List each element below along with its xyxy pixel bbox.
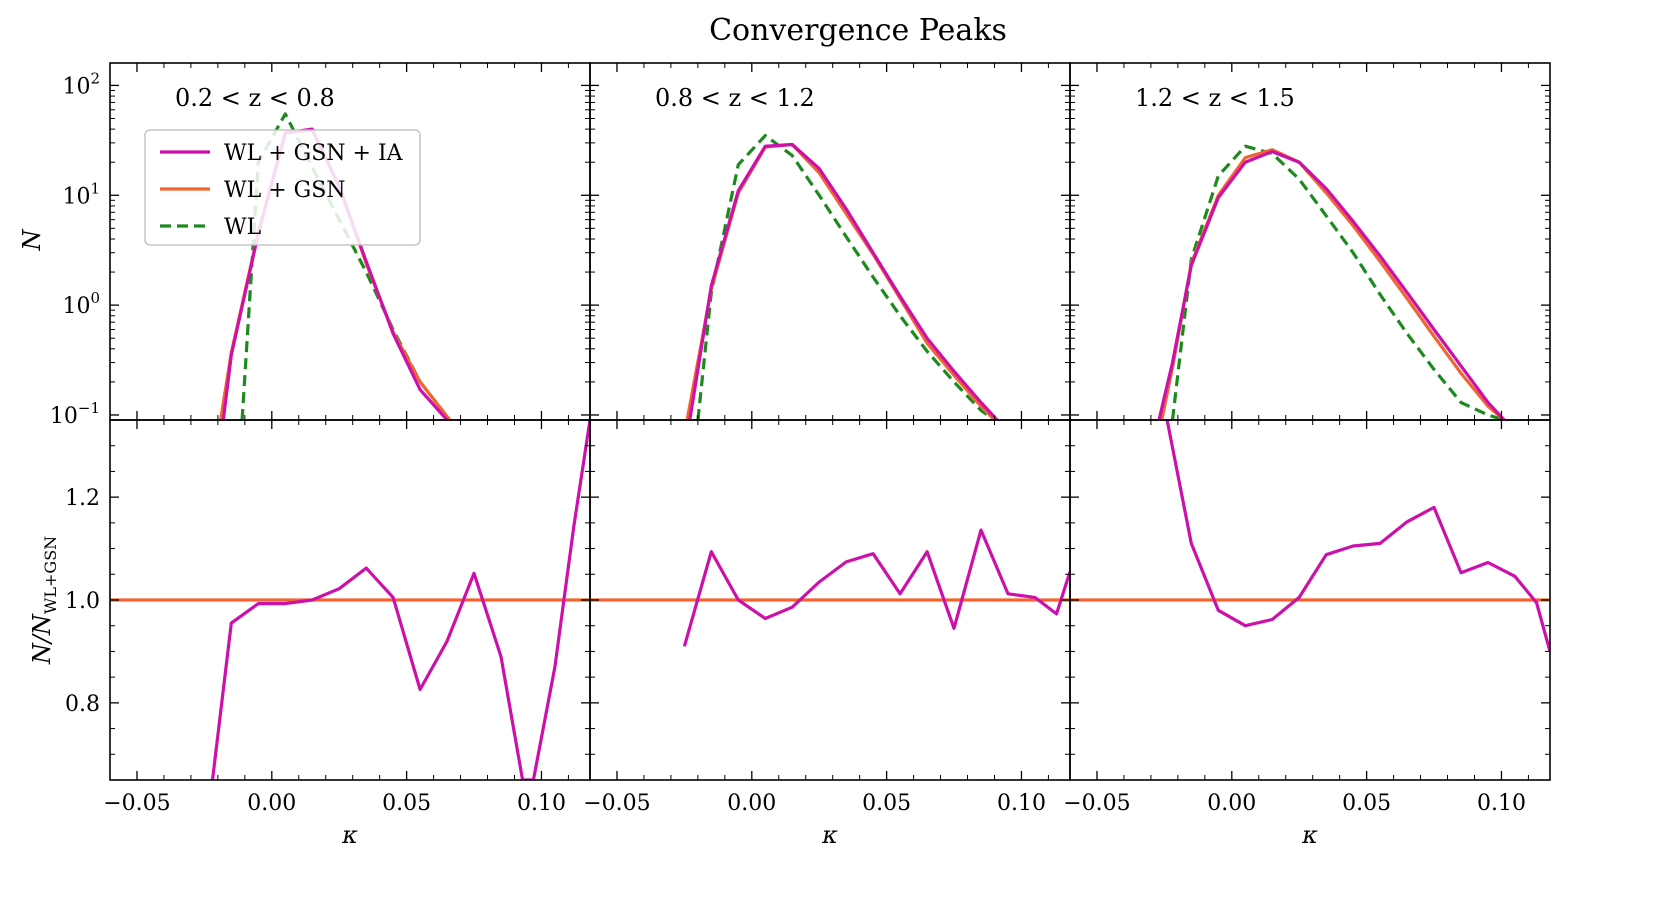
ratio-panel-series-2 — [590, 528, 1070, 647]
redshift-bin-label: 0.8 < z < 1.2 — [655, 84, 815, 112]
y-tick-label: 1.2 — [65, 486, 100, 511]
y-tick-label: 0.8 — [65, 692, 100, 717]
x-tick-label: 0.00 — [727, 791, 776, 816]
x-tick-label: 0.05 — [1342, 791, 1391, 816]
x-tick-label: 0.00 — [1207, 791, 1256, 816]
legend-label: WL — [224, 215, 262, 240]
x-tick-label: −0.05 — [583, 791, 650, 816]
top-panel-frame — [1069, 62, 1551, 421]
redshift-bin-label: 1.2 < z < 1.5 — [1135, 84, 1295, 112]
x-tick-label: −0.05 — [103, 791, 170, 816]
x-tick-label: 0.10 — [1477, 791, 1526, 816]
y-tick-label: 10−1 — [50, 399, 100, 429]
series-line-wl-gsn-ia — [1157, 150, 1506, 420]
ratio-line — [1165, 420, 1550, 652]
series-line-wl-gsn — [1160, 148, 1506, 420]
y-tick-label: 1.0 — [65, 589, 100, 614]
ratio-panel-series-1 — [110, 420, 590, 780]
series-line-wl-gsn-ia — [688, 142, 999, 420]
y-tick-label: 101 — [62, 179, 100, 209]
chart-title: Convergence Peaks — [709, 13, 1007, 48]
y-axis-label-bottom: N/NWL+GSN — [28, 536, 60, 665]
x-tick-label: 0.10 — [517, 791, 566, 816]
x-tick-label: 0.10 — [997, 791, 1046, 816]
y-tick-label: 102 — [62, 69, 100, 99]
ratio-panel-series-3 — [1070, 420, 1550, 652]
top-panel-series-2 — [685, 133, 999, 420]
top-panel-series-3 — [1157, 144, 1506, 420]
x-tick-label: 0.05 — [382, 791, 431, 816]
top-panel-frame — [589, 62, 1071, 421]
legend-label: WL + GSN + IA — [224, 141, 404, 166]
legend-label: WL + GSN — [224, 178, 346, 203]
series-line-wl — [1170, 144, 1505, 420]
series-line-wl — [696, 133, 996, 420]
x-axis-label: κ — [1301, 821, 1318, 849]
legend: WL + GSN + IA WL + GSN WL — [144, 129, 421, 246]
ratio-line — [682, 528, 1070, 647]
x-tick-label: 0.05 — [862, 791, 911, 816]
y-tick-label: 100 — [62, 289, 100, 319]
ratio-line — [210, 420, 590, 780]
legend-box — [144, 129, 421, 246]
x-tick-label: 0.00 — [247, 791, 296, 816]
series-line-wl-gsn — [685, 142, 996, 420]
x-tick-label: −0.05 — [1063, 791, 1130, 816]
y-axis-label-top: N — [18, 229, 46, 252]
x-axis-label: κ — [341, 821, 358, 849]
plot-area: −0.05 0.00 0.05 0.10 κ 10−1 100 101 102 0.8 1.0 1.2… — [18, 62, 1551, 849]
redshift-bin-label: 0.2 < z < 0.8 — [175, 84, 335, 112]
x-axis-label: κ — [821, 821, 838, 849]
